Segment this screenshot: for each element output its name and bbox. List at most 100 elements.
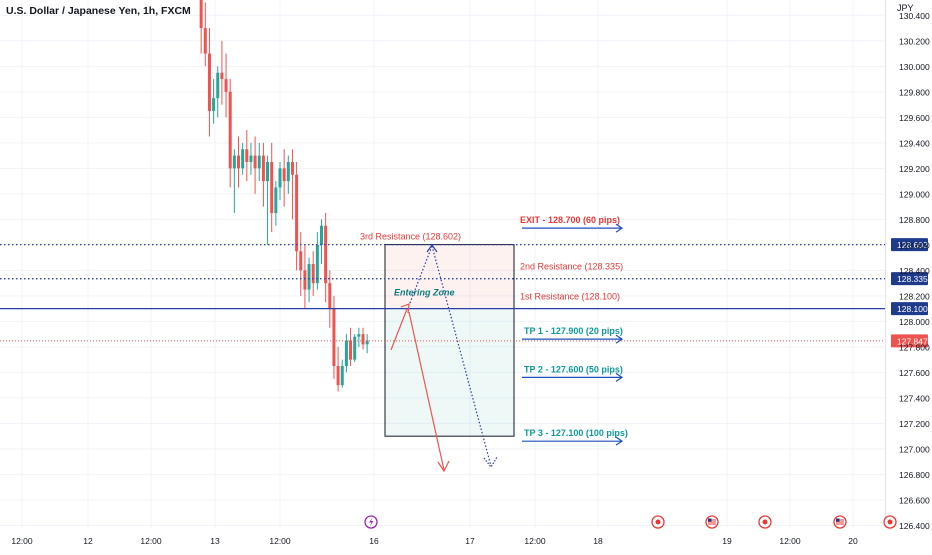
level-price-badge: [891, 302, 928, 316]
candle[interactable]: [357, 327, 361, 347]
candle[interactable]: [295, 161, 299, 271]
candle-body: [324, 225, 328, 284]
candle[interactable]: [299, 232, 303, 296]
level-label-3rd-resistance: 3rd Resistance (128.602): [360, 232, 461, 242]
candle[interactable]: [320, 219, 323, 264]
candle[interactable]: [365, 334, 369, 354]
candle[interactable]: [353, 334, 357, 363]
candle[interactable]: [216, 66, 220, 118]
candle-body: [307, 264, 311, 290]
candle[interactable]: [266, 155, 270, 245]
target-annotations[interactable]: EXIT - 128.700 (60 pips) TP 1 - 127.900 (…: [520, 215, 628, 446]
event-circle-icon[interactable]: [651, 515, 665, 529]
candles[interactable]: [196, 0, 369, 392]
target-annotation[interactable]: EXIT - 128.700 (60 pips): [520, 215, 624, 233]
candle[interactable]: [336, 346, 340, 392]
target-label: TP 1 - 127.900 (20 pips): [524, 326, 623, 336]
candle[interactable]: [286, 155, 290, 194]
us-flag-icon[interactable]: [705, 515, 719, 529]
candle[interactable]: [249, 142, 253, 175]
y-tick-label: 129.600: [899, 113, 930, 123]
candle[interactable]: [199, 0, 203, 54]
level-price-badge: [891, 238, 928, 252]
candle-body: [220, 72, 224, 80]
level-label-2nd-resistance: 2nd Resistance (128.335): [520, 262, 623, 272]
candle[interactable]: [361, 327, 365, 350]
candle[interactable]: [278, 161, 282, 201]
time-axis[interactable]: 12:00 12 12:00 13 12:00 16 17 12:00 18 19 12:00 20: [11, 536, 858, 546]
symbol-title[interactable]: U.S. Dollar / Japanese Yen, 1h, FXCM: [6, 5, 191, 17]
target-annotation[interactable]: TP 2 - 127.600 (50 pips): [522, 364, 624, 382]
candle[interactable]: [324, 212, 328, 303]
y-tick-label: 130.200: [899, 36, 930, 46]
candle[interactable]: [349, 327, 353, 367]
target-label: TP 3 - 127.100 (100 pips): [524, 428, 628, 438]
x-tick-label: 12:00: [779, 536, 801, 546]
candle[interactable]: [245, 130, 249, 182]
candle[interactable]: [282, 149, 286, 207]
candle[interactable]: [228, 79, 232, 188]
arrow-head-icon: [400, 303, 410, 314]
candle-body: [266, 161, 270, 182]
candle[interactable]: [270, 142, 274, 233]
candle[interactable]: [237, 136, 240, 188]
projection-arrows: [390, 243, 498, 473]
candle[interactable]: [257, 142, 261, 182]
arrow-right-icon: [615, 334, 624, 344]
candle[interactable]: [241, 142, 245, 175]
candle[interactable]: [207, 28, 211, 137]
event-circle-icon[interactable]: [883, 515, 897, 529]
candle[interactable]: [212, 79, 216, 124]
candle-body: [303, 270, 307, 290]
candle[interactable]: [315, 232, 319, 290]
candle[interactable]: [232, 149, 236, 213]
y-tick-label: 129.200: [899, 164, 930, 174]
price-levels[interactable]: 128.602 128.335 128.100 3rd Resistance (128…: [0, 232, 928, 348]
candle-body: [203, 28, 207, 54]
us-flag-icon[interactable]: [833, 515, 847, 529]
arrow-head-icon: [483, 456, 498, 469]
candle-body: [257, 155, 261, 169]
y-tick-label: 127.400: [899, 393, 930, 403]
candle[interactable]: [303, 244, 307, 309]
candle-body: [344, 340, 348, 367]
x-tick-label: 12: [83, 536, 93, 546]
y-tick-label: 128.600: [899, 240, 930, 250]
event-circle-icon[interactable]: [758, 515, 772, 529]
trade-zones: Entering Zone: [384, 244, 515, 437]
candle[interactable]: [290, 149, 294, 220]
candle[interactable]: [340, 359, 344, 388]
projection-arrow-up: [390, 308, 408, 351]
currency-label: JPY: [897, 3, 914, 13]
x-tick-label: 12:00: [524, 536, 546, 546]
arrow-right-icon: [615, 372, 624, 382]
target-annotation[interactable]: TP 1 - 127.900 (20 pips): [522, 326, 624, 344]
candle[interactable]: [274, 181, 278, 226]
x-tick-label: 13: [210, 536, 220, 546]
y-tick-label: 129.400: [899, 138, 930, 148]
candle-body: [361, 334, 365, 345]
candle[interactable]: [203, 2, 207, 67]
candle[interactable]: [261, 142, 265, 207]
candle-body: [232, 155, 236, 169]
candle[interactable]: [332, 295, 336, 379]
candle-body: [241, 149, 245, 169]
price-axis[interactable]: 126.400 126.600 126.800 127.000 127.200 127.4…: [899, 11, 930, 531]
x-tick-label: 17: [465, 536, 475, 546]
candle[interactable]: [307, 257, 311, 303]
x-tick-label: 20: [848, 536, 858, 546]
candle[interactable]: [344, 334, 348, 373]
target-annotation[interactable]: TP 3 - 127.100 (100 pips): [522, 428, 628, 446]
x-tick-label: 18: [593, 536, 603, 546]
x-tick-label: 12:00: [269, 536, 291, 546]
candle[interactable]: [311, 251, 315, 296]
candle[interactable]: [328, 270, 332, 328]
candle-body: [332, 308, 336, 367]
candle[interactable]: [224, 53, 228, 118]
candle[interactable]: [220, 40, 224, 105]
target-label: TP 2 - 127.600 (50 pips): [524, 364, 623, 374]
candle[interactable]: [253, 136, 257, 194]
lightning-icon[interactable]: [364, 515, 378, 529]
